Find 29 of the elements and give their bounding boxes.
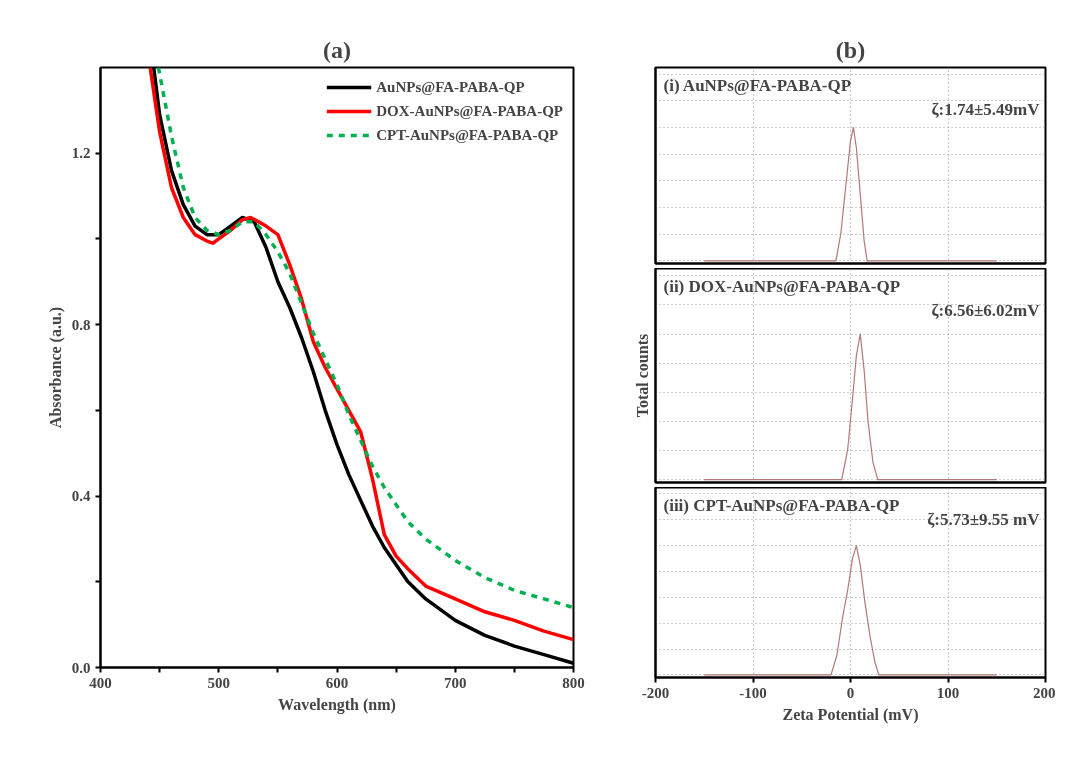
y-tick-label: 0.4 <box>71 488 91 505</box>
x-tick-label: -100 <box>739 684 767 701</box>
x-tick-label: 100 <box>936 684 960 701</box>
chart-subtitle: (iii) CPT-AuNPs@FA-PABA-QP <box>663 495 900 515</box>
y-tick-label: 0.0 <box>71 659 91 676</box>
text: ζ:5.73±9.55 mV <box>927 509 1041 529</box>
chart-title: (b) <box>835 36 866 63</box>
x-tick-label: 0 <box>846 684 855 701</box>
y-tick-label: 1.2 <box>71 145 91 162</box>
text: ζ:6.56±6.02mV <box>931 300 1041 320</box>
legend-label: DOX-AuNPs@FA-PABA-QP <box>376 102 563 120</box>
chart-subtitle: (ii) DOX-AuNPs@FA-PABA-QP <box>663 276 901 296</box>
legend-label: CPT-AuNPs@FA-PABA-QP <box>376 126 559 144</box>
x-axis-title: Wavelength (nm) <box>278 695 396 714</box>
chart-subtitle: (i) AuNPs@FA-PABA-QP <box>663 75 852 95</box>
y-axis-title: Absorbance (a.u.) <box>46 306 65 429</box>
x-tick-label: 400 <box>89 674 112 691</box>
x-tick-label: 600 <box>325 674 349 691</box>
x-tick-label: 800 <box>562 674 585 691</box>
y-axis-title: Total counts <box>633 333 651 418</box>
x-axis-title: Zeta Potential (mV) <box>782 705 919 724</box>
chart-title: (a) <box>323 36 351 63</box>
legend-label: AuNPs@FA-PABA-QP <box>376 78 525 96</box>
y-tick-label: 0.8 <box>71 316 91 333</box>
x-tick-label: -200 <box>641 684 670 701</box>
text: ζ:1.74±5.49mV <box>931 99 1041 119</box>
x-tick-label: 700 <box>444 674 467 691</box>
x-tick-label: 200 <box>1033 684 1056 701</box>
x-tick-label: 500 <box>207 674 230 691</box>
